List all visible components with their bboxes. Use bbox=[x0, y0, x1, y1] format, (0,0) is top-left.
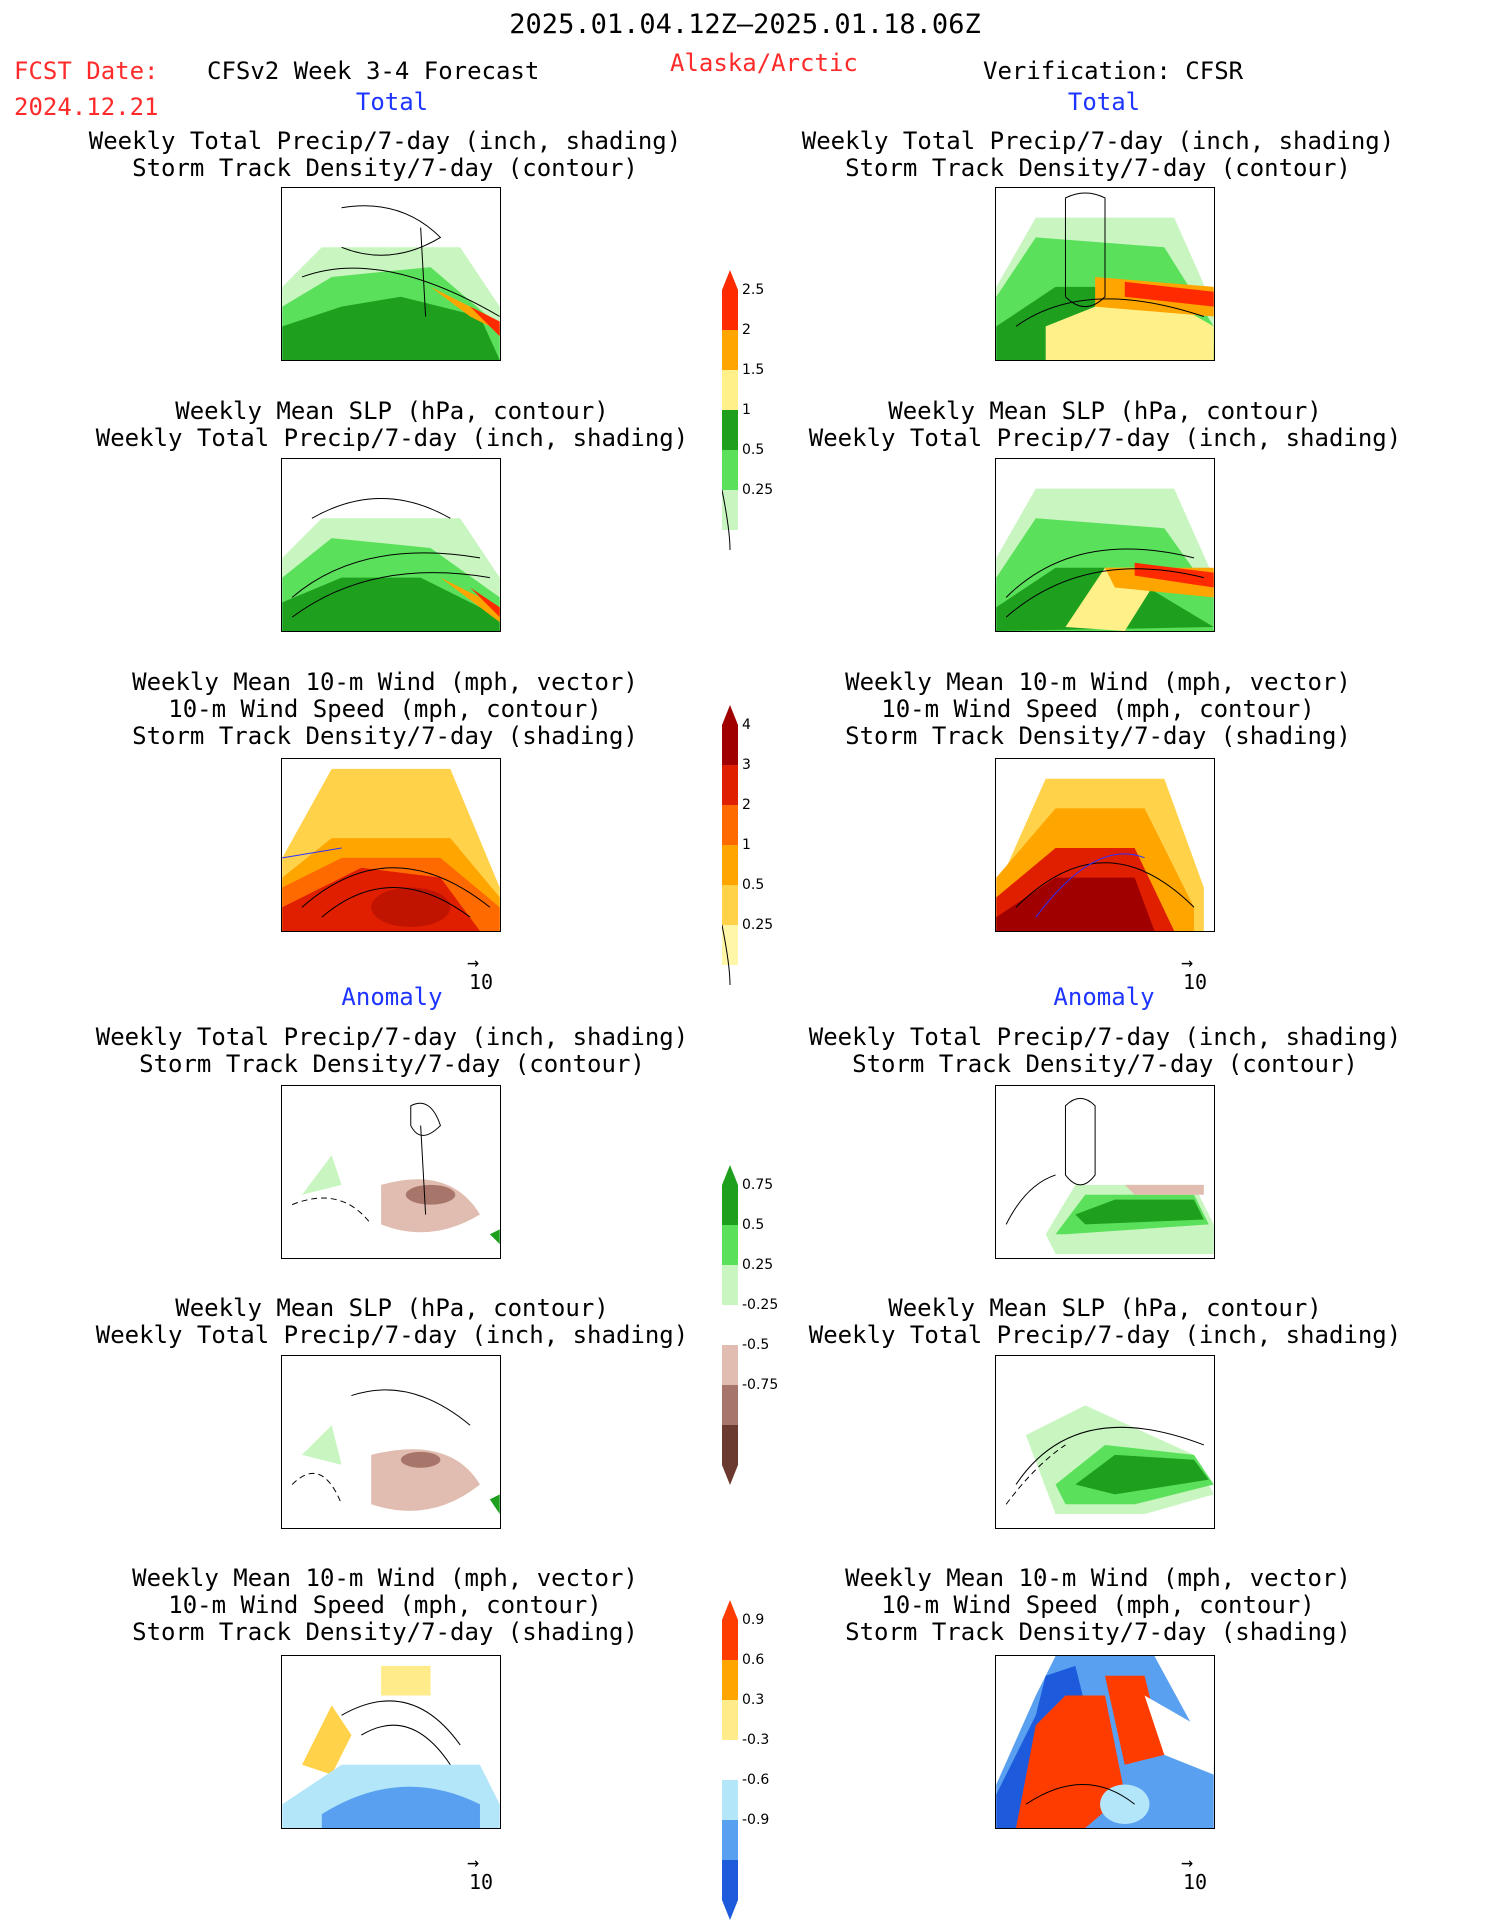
colorbar-label: -0.6 bbox=[742, 1772, 770, 1788]
colorbar-segment bbox=[722, 1265, 738, 1305]
title-right-2: Weekly Mean SLP (hPa, contour) Weekly To… bbox=[808, 397, 1402, 452]
vector-ref-label: 10 bbox=[1183, 1870, 1208, 1894]
colorbar-label: -0.75 bbox=[742, 1377, 779, 1393]
colorbar-segment bbox=[722, 925, 738, 965]
colorbar-segment bbox=[722, 845, 738, 885]
colorbar-label: 0.25 bbox=[742, 917, 774, 933]
vector-ref-label: 10 bbox=[1183, 970, 1208, 994]
colorbar-label: 2 bbox=[742, 797, 751, 813]
colorbar-label: 3 bbox=[742, 757, 751, 773]
colorbar-segment bbox=[722, 1600, 738, 1660]
colorbar-label: -0.3 bbox=[742, 1732, 770, 1748]
colorbar-label: -0.25 bbox=[742, 1297, 779, 1313]
title-left-3: Weekly Mean 10-m Wind (mph, vector) 10-m… bbox=[132, 668, 638, 750]
section-anomaly-left: Anomaly bbox=[341, 983, 443, 1011]
arrow-icon: → bbox=[1181, 950, 1194, 974]
title-left-4: Weekly Total Precip/7-day (inch, shading… bbox=[95, 1023, 689, 1078]
colorbar-label: 0.5 bbox=[742, 442, 765, 458]
title-left-2: Weekly Mean SLP (hPa, contour) Weekly To… bbox=[95, 397, 689, 452]
colorbar-segment bbox=[722, 1740, 738, 1780]
verification-label: Verification: CFSR bbox=[983, 57, 1244, 85]
map-precip-anom-fcst bbox=[281, 1085, 501, 1259]
map-precip-anom-verif bbox=[995, 1085, 1215, 1259]
map-slp-precip-fcst bbox=[281, 458, 501, 632]
arrow-icon: → bbox=[467, 950, 480, 974]
colorbar-segment bbox=[722, 1305, 738, 1345]
map-wind-storm-anom-fcst bbox=[281, 1655, 501, 1829]
colorbar-svg bbox=[722, 1165, 738, 1485]
colorbar-label: -0.9 bbox=[742, 1812, 770, 1828]
section-anomaly-right: Anomaly bbox=[1053, 983, 1155, 1011]
section-total-right: Total bbox=[1067, 88, 1141, 116]
colorbar-label: 0.25 bbox=[742, 482, 774, 498]
colorbar-label: 0.5 bbox=[742, 877, 765, 893]
arrow-icon: → bbox=[1181, 1850, 1194, 1874]
colorbar-label: -0.5 bbox=[742, 1337, 770, 1353]
map-slp-precip-anom-verif bbox=[995, 1355, 1215, 1529]
map-wind-storm-anom-verif bbox=[995, 1655, 1215, 1829]
colorbar-segment bbox=[722, 1425, 738, 1485]
colorbar-label: 1 bbox=[742, 402, 751, 418]
vector-ref-label: 10 bbox=[469, 1870, 494, 1894]
map-wind-storm-verif bbox=[995, 758, 1215, 932]
colorbar-segment bbox=[722, 270, 738, 330]
colorbar-segment bbox=[722, 1385, 738, 1425]
colorbar-label: 2.5 bbox=[742, 282, 765, 298]
colorbar-svg bbox=[722, 1600, 738, 1920]
colorbar-segment bbox=[722, 765, 738, 805]
colorbar-segment bbox=[722, 1860, 738, 1920]
region-label: Alaska/Arctic bbox=[670, 49, 858, 77]
colorbar-tail bbox=[722, 924, 731, 985]
section-total-left: Total bbox=[355, 88, 429, 116]
colorbar-label: 0.25 bbox=[742, 1257, 774, 1273]
colorbar-label: 1.5 bbox=[742, 362, 765, 378]
colorbar-segment bbox=[722, 1165, 738, 1225]
colorbar-segment bbox=[722, 805, 738, 845]
colorbar-svg bbox=[722, 705, 738, 985]
colorbar-segment bbox=[722, 490, 738, 530]
map-total-precip-verif bbox=[995, 187, 1215, 361]
colorbar-segment bbox=[722, 1345, 738, 1385]
map-total-precip-fcst bbox=[281, 187, 501, 361]
map-wind-storm-fcst bbox=[281, 758, 501, 932]
title-right-3: Weekly Mean 10-m Wind (mph, vector) 10-m… bbox=[845, 668, 1351, 750]
period-title: 2025.01.04.12Z–2025.01.18.06Z bbox=[509, 9, 981, 40]
colorbar-segment bbox=[722, 885, 738, 925]
colorbar-segment bbox=[722, 1225, 738, 1265]
colorbar-segment bbox=[722, 370, 738, 410]
model-title: CFSv2 Week 3-4 Forecast bbox=[207, 57, 540, 85]
colorbar-segment bbox=[722, 1780, 738, 1820]
title-left-6: Weekly Mean 10-m Wind (mph, vector) 10-m… bbox=[132, 1564, 638, 1646]
colorbar-label: 1 bbox=[742, 837, 751, 853]
map-slp-precip-anom-fcst bbox=[281, 1355, 501, 1529]
colorbar-segment bbox=[722, 410, 738, 450]
colorbar-label: 0.6 bbox=[742, 1652, 765, 1668]
colorbar-segment bbox=[722, 1820, 738, 1860]
colorbar-label: 2 bbox=[742, 322, 751, 338]
colorbar-segment bbox=[722, 450, 738, 490]
title-right-5: Weekly Mean SLP (hPa, contour) Weekly To… bbox=[808, 1294, 1402, 1349]
colorbar-segment bbox=[722, 1660, 738, 1700]
fcst-date-value: 2024.12.21 bbox=[14, 93, 159, 121]
colorbar-label: 0.9 bbox=[742, 1612, 765, 1628]
colorbar-label: 0.5 bbox=[742, 1217, 765, 1233]
title-right-1: Weekly Total Precip/7-day (inch, shading… bbox=[801, 127, 1395, 182]
colorbar-label: 4 bbox=[742, 717, 751, 733]
title-right-4: Weekly Total Precip/7-day (inch, shading… bbox=[808, 1023, 1402, 1078]
fcst-date-label: FCST Date: bbox=[14, 57, 159, 85]
colorbar-label: 0.75 bbox=[742, 1177, 774, 1193]
title-right-6: Weekly Mean 10-m Wind (mph, vector) 10-m… bbox=[845, 1564, 1351, 1646]
colorbar-segment bbox=[722, 705, 738, 765]
colorbar-segment bbox=[722, 1700, 738, 1740]
vector-ref-label: 10 bbox=[469, 970, 494, 994]
colorbar-svg bbox=[722, 270, 738, 550]
colorbar-label: 0.3 bbox=[742, 1692, 765, 1708]
title-left-1: Weekly Total Precip/7-day (inch, shading… bbox=[88, 127, 682, 182]
colorbar-tail bbox=[722, 489, 731, 550]
map-slp-precip-verif bbox=[995, 458, 1215, 632]
colorbar-segment bbox=[722, 330, 738, 370]
title-left-5: Weekly Mean SLP (hPa, contour) Weekly To… bbox=[95, 1294, 689, 1349]
arrow-icon: → bbox=[467, 1850, 480, 1874]
